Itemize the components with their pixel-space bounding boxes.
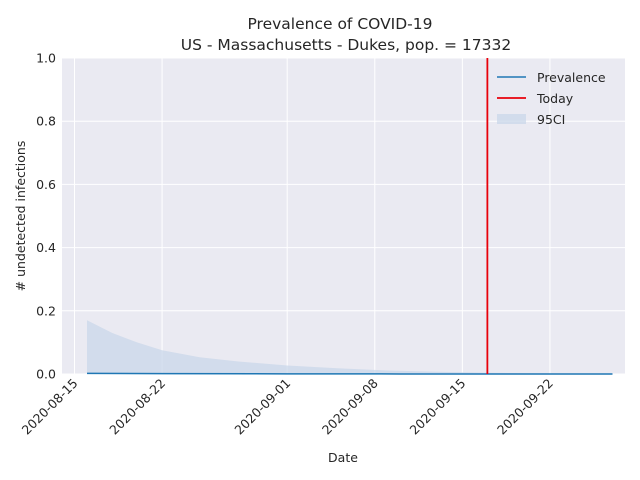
y-tick-label: 0.0	[36, 367, 56, 382]
x-tick-label: 2020-08-22	[106, 376, 168, 438]
data-layer	[87, 58, 613, 375]
x-tick-label: 2020-09-22	[494, 376, 556, 438]
legend-label-prevalence: Prevalence	[537, 70, 606, 85]
legend-label-95ci: 95CI	[537, 112, 565, 127]
y-tick-label: 1.0	[36, 51, 56, 66]
y-tick-label: 0.8	[36, 114, 56, 129]
y-tick-label: 0.6	[36, 177, 56, 192]
x-tick-label: 2020-08-15	[19, 376, 81, 438]
x-tick-labels: 2020-08-15 2020-08-22 2020-09-01 2020-09-08…	[19, 375, 556, 437]
grid	[62, 57, 625, 375]
legend: Prevalence Today 95CI	[497, 70, 606, 127]
y-tick-labels: 0.0 0.2 0.4 0.6 0.8 1.0	[36, 51, 56, 382]
x-tick-label: 2020-09-08	[319, 375, 381, 437]
y-tick-label: 0.2	[36, 303, 56, 318]
x-tick-label: 2020-09-01	[231, 376, 293, 438]
chart-title: Prevalence of COVID-19	[247, 15, 432, 33]
y-axis-label: # undetected infections	[13, 141, 28, 292]
x-tick-label: 2020-09-15	[406, 376, 468, 438]
legend-label-today: Today	[536, 91, 574, 106]
prevalence-line	[87, 372, 613, 375]
plot-area	[62, 58, 625, 374]
ci-band	[87, 320, 613, 374]
chart-subtitle: US - Massachusetts - Dukes, pop. = 17332	[181, 36, 512, 54]
y-tick-label: 0.4	[36, 240, 56, 255]
legend-swatch-95ci	[497, 114, 526, 124]
x-axis-label: Date	[328, 450, 358, 465]
